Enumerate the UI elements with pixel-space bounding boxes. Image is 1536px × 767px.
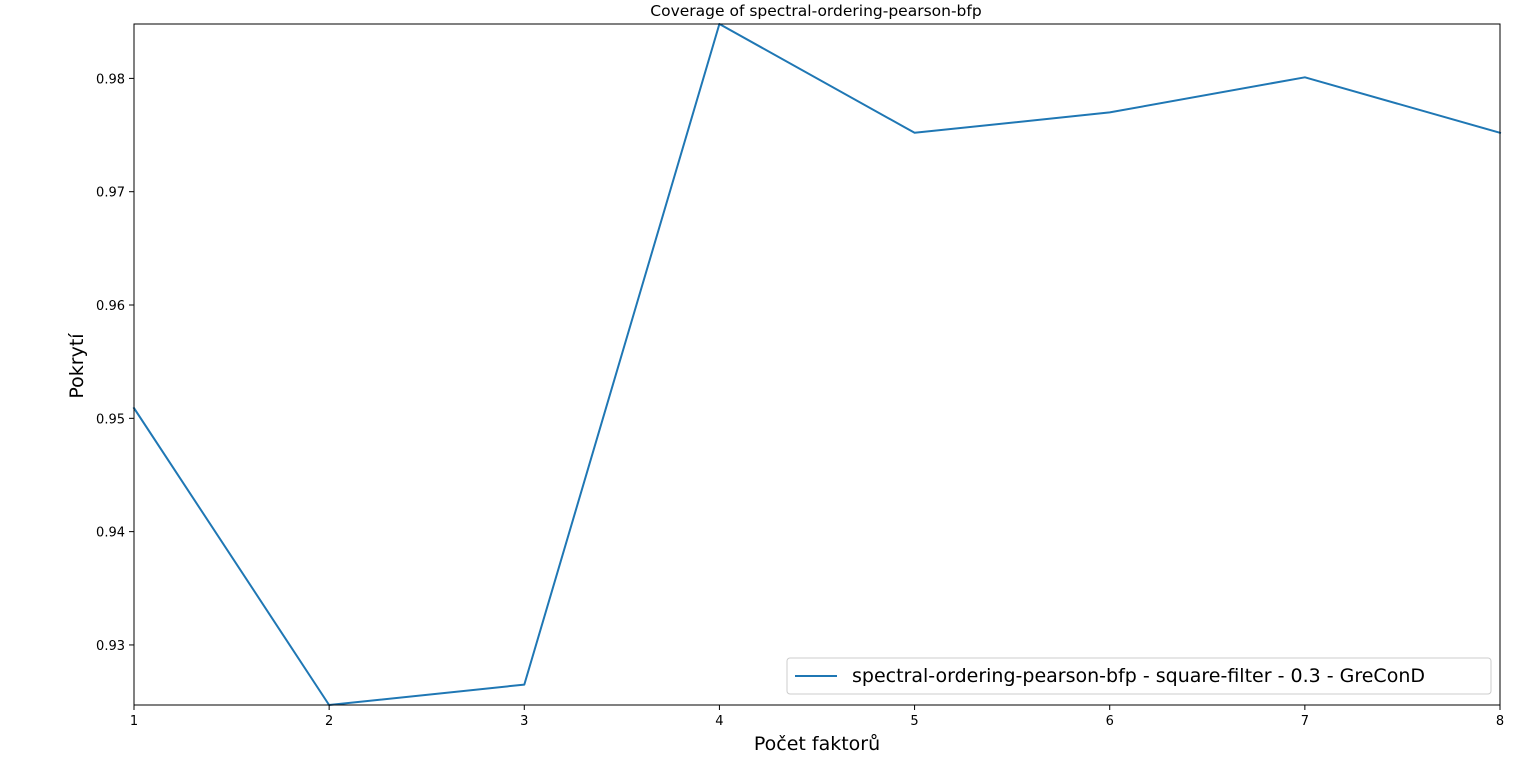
y-tick-label: 0.97 [96,186,125,201]
y-tick-label: 0.96 [96,299,125,314]
plot-frame [133,23,1501,706]
x-tick-label: 4 [715,714,723,729]
x-tick-label: 1 [130,714,138,729]
x-tick-label: 8 [1496,714,1504,729]
y-tick-label: 0.93 [96,639,125,654]
x-tick-label: 6 [1106,714,1114,729]
x-axis-label: Počet faktorů [754,733,880,755]
x-tick-label: 2 [325,714,333,729]
y-tick-label: 0.95 [96,412,125,427]
chart-title: Coverage of spectral-ordering-pearson-bf… [650,2,981,20]
y-tick-label: 0.98 [96,72,125,87]
series-line-0 [132,23,1502,706]
legend: spectral-ordering-pearson-bfp - square-f… [786,657,1492,695]
x-tick-label: 5 [910,714,918,729]
x-tick-label: 7 [1301,714,1309,729]
legend-frame [786,657,1492,695]
y-axis-label: Pokrytí [66,333,88,399]
x-tick-label: 3 [520,714,528,729]
y-tick-label: 0.94 [96,526,125,541]
legend-label: spectral-ordering-pearson-bfp - square-f… [852,665,1425,687]
